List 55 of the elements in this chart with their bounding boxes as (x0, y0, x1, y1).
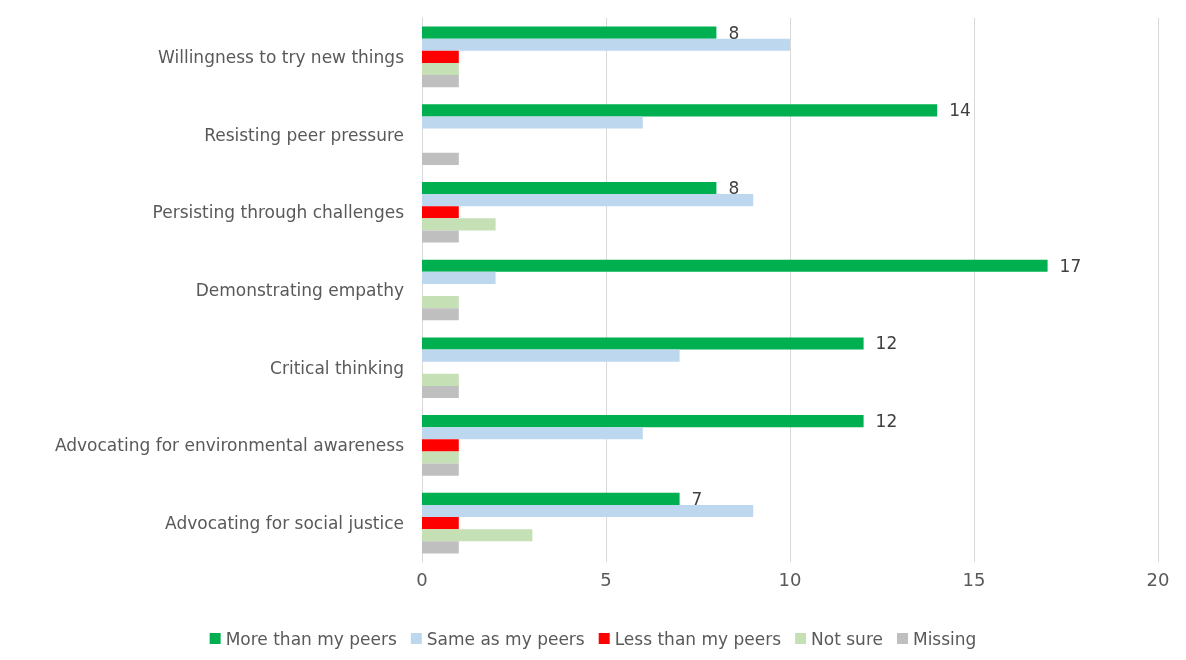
bar (422, 337, 864, 350)
bar (422, 194, 754, 207)
legend-label: Not sure (811, 628, 883, 649)
bar (422, 50, 459, 63)
y-tick-label: Persisting through challenges (152, 202, 405, 223)
data-label: 17 (1059, 255, 1082, 276)
bar (422, 504, 754, 518)
data-label: 14 (949, 100, 971, 121)
bar (422, 439, 459, 452)
bar (422, 373, 459, 386)
legend-label: Less than my peers (614, 628, 782, 649)
bar (422, 385, 459, 399)
legend-label: More than my peers (225, 628, 397, 649)
x-tick-label: 5 (600, 568, 612, 590)
bar (422, 349, 680, 362)
bar (422, 271, 496, 284)
bar (422, 308, 459, 321)
data-label: 12 (875, 411, 898, 432)
bar (422, 75, 459, 88)
y-tick-label: Willingness to try new things (158, 46, 405, 67)
bar (422, 152, 459, 165)
data-label: 12 (875, 333, 898, 354)
bar (422, 492, 680, 505)
y-tick-label: Demonstrating empathy (195, 280, 404, 300)
data-label: 7 (691, 488, 703, 509)
bar (422, 463, 459, 476)
bar (422, 116, 643, 129)
bar (422, 415, 864, 428)
bar (422, 206, 459, 219)
x-tick-label: 10 (778, 568, 802, 590)
x-tick-label: 15 (962, 568, 986, 590)
bar (422, 230, 459, 243)
bar (422, 517, 459, 530)
bar (422, 541, 459, 554)
bar (422, 218, 496, 231)
bar (422, 296, 459, 309)
bar (422, 38, 790, 51)
x-tick-label: 20 (1146, 568, 1170, 590)
y-tick-label: Resisting peer pressure (204, 124, 404, 145)
bar (422, 259, 1048, 272)
x-tick-label: 0 (416, 568, 428, 590)
legend-label: Same as my peers (426, 628, 585, 649)
bar (422, 451, 459, 464)
bar (422, 62, 459, 76)
y-tick-label: Advocating for environmental awareness (54, 435, 405, 456)
legend-label: Missing (912, 628, 977, 649)
bar (422, 26, 717, 39)
y-tick-label: Critical thinking (270, 357, 404, 378)
bar (422, 104, 938, 117)
data-label: 8 (728, 178, 740, 199)
y-tick-label: Advocating for social justice (165, 513, 404, 534)
bar (422, 529, 533, 542)
bar (422, 181, 717, 195)
bar (422, 427, 643, 440)
data-label: 8 (728, 22, 740, 43)
